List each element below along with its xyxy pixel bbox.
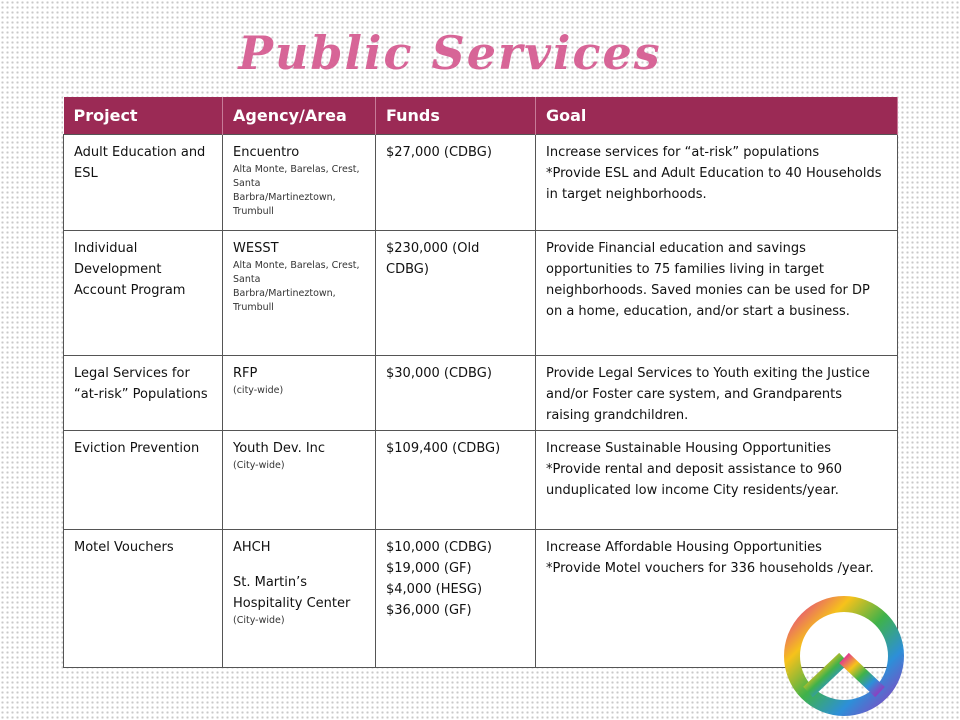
table-row: Eviction Prevention Youth Dev. Inc (City-w… [63, 430, 898, 530]
goal-text: Provide Legal Services to Youth exiting … [546, 366, 870, 423]
goal-cell: Increase Sustainable Housing Opportuniti… [535, 430, 898, 530]
funds-line: $4,000 (HESG) [386, 582, 483, 597]
agency-cell: RFP (city-wide) [222, 355, 376, 431]
agency-name: Encuentro [233, 145, 300, 160]
goal-cell: Provide Legal Services to Youth exiting … [535, 355, 898, 431]
funds-line: $109,400 (CDBG) [386, 441, 501, 456]
funds-cell: $27,000 (CDBG) [375, 134, 536, 231]
agency-name: Youth Dev. Inc [233, 441, 326, 456]
agency-cell: WESST Alta Monte, Barelas, Crest, Santa B… [222, 230, 376, 356]
agency-cell: Encuentro Alta Monte, Barelas, Crest, San… [222, 134, 376, 231]
table-row: Individual Development Account Program WE… [63, 230, 898, 356]
column-header: Project [63, 97, 223, 135]
project-cell: Motel Vouchers [63, 529, 223, 668]
project-cell: Individual Development Account Program [63, 230, 223, 356]
funds-cell: $230,000 (Old CDBG) [375, 230, 536, 356]
funds-cell: $109,400 (CDBG) [375, 430, 536, 530]
funds-line: $30,000 (CDBG) [386, 366, 492, 381]
table-row: Legal Services for “at-risk” Populations… [63, 355, 898, 431]
agency-name: St. Martin’s Hospitality Center [233, 575, 351, 611]
agency-note: Alta Monte, Barelas, Crest, Santa Barbra… [233, 164, 360, 217]
project-cell: Legal Services for “at-risk” Populations [63, 355, 223, 431]
agency-note: (City-wide) [233, 615, 285, 626]
table-row: Motel Vouchers AHCH St. Martin’s Hospitali… [63, 529, 898, 668]
peace-icon [784, 596, 904, 716]
agency-note: (city-wide) [233, 385, 284, 396]
column-header: Funds [375, 97, 536, 135]
agency-note: (City-wide) [233, 460, 285, 471]
column-header: Goal [535, 97, 898, 135]
funds-line: $27,000 (CDBG) [386, 145, 492, 160]
table-row: Adult Education and ESL Encuentro Alta Mon… [63, 134, 898, 231]
goal-text: Increase Sustainable Housing Opportuniti… [546, 441, 831, 456]
funds-line: $10,000 (CDBG) [386, 540, 492, 555]
table-body: Adult Education and ESL Encuentro Alta Mon… [63, 134, 898, 668]
funds-cell: $10,000 (CDBG) $19,000 (GF) $4,000 (HESG) $… [375, 529, 536, 668]
goal-cell: Increase services for “at-risk” populati… [535, 134, 898, 231]
goal-cell: Provide Financial education and savings … [535, 230, 898, 356]
services-table: Project Agency/Area Funds Goal Adult Educat… [63, 97, 898, 668]
funds-line: $230,000 (Old CDBG) [386, 241, 480, 277]
agency-name: RFP [233, 366, 258, 381]
goal-text: *Provide ESL and Adult Education to 40 H… [546, 166, 882, 202]
header-row: Project Agency/Area Funds Goal [63, 97, 898, 135]
funds-line: $19,000 (GF) [386, 561, 472, 576]
goal-text: Increase Affordable Housing Opportunitie… [546, 540, 822, 555]
column-header: Agency/Area [222, 97, 376, 135]
goal-text: Increase services for “at-risk” populati… [546, 145, 820, 160]
agency-cell: Youth Dev. Inc (City-wide) [222, 430, 376, 530]
funds-cell: $30,000 (CDBG) [375, 355, 536, 431]
goal-text: Provide Financial education and savings … [546, 241, 870, 319]
project-cell: Adult Education and ESL [63, 134, 223, 231]
goal-text: *Provide rental and deposit assistance t… [546, 462, 843, 498]
project-cell: Eviction Prevention [63, 430, 223, 530]
slide-title: Public Services [238, 26, 662, 80]
funds-line: $36,000 (GF) [386, 603, 472, 618]
agency-name: WESST [233, 241, 279, 256]
agency-note: Alta Monte, Barelas, Crest, Santa Barbra… [233, 260, 360, 313]
agency-cell: AHCH St. Martin’s Hospitality Center (City… [222, 529, 376, 668]
goal-text: *Provide Motel vouchers for 336 househol… [546, 561, 874, 576]
agency-name: AHCH [233, 540, 271, 555]
